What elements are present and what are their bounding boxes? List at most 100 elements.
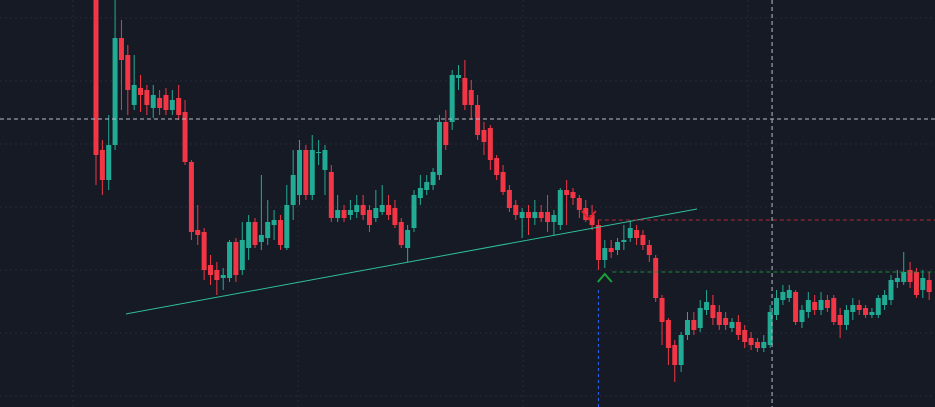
candle-body (430, 172, 436, 185)
candle-body (125, 55, 131, 90)
candle-body (672, 345, 678, 365)
candle-body (373, 208, 379, 218)
candle-body (347, 210, 353, 215)
candle-body (888, 280, 894, 300)
candle-body (456, 75, 462, 78)
candle-body (799, 310, 805, 322)
candle-body (920, 278, 926, 290)
candle-body (843, 310, 849, 325)
candle-body (710, 305, 716, 318)
candle-body (735, 322, 741, 335)
candle-body (424, 182, 430, 190)
candle-body (144, 90, 150, 105)
candle-body (678, 335, 684, 365)
candle-body (176, 98, 182, 115)
candle-body (360, 205, 366, 215)
candle-body (545, 212, 551, 222)
candle-body (665, 320, 671, 348)
signal-marker (581, 210, 597, 221)
candle-body (653, 258, 659, 298)
candle-body (602, 248, 608, 260)
candle-body (500, 172, 506, 192)
candle-body (449, 75, 455, 122)
candle-body (525, 212, 531, 218)
candle-body (341, 210, 347, 218)
candle-body (163, 95, 169, 110)
candle-body (615, 242, 621, 250)
candle-body (227, 242, 233, 278)
candle-body (576, 198, 582, 210)
candle-body (634, 230, 640, 238)
candle-body (316, 152, 322, 153)
candle-body (627, 228, 633, 238)
candle-body (684, 320, 690, 335)
candle-body (538, 212, 544, 218)
candle-body (462, 78, 468, 105)
candle-body (621, 240, 627, 242)
candle-body (271, 220, 277, 225)
candle-body (252, 222, 258, 245)
candle-body (729, 322, 735, 328)
candle-body (201, 232, 207, 270)
candle-body (837, 315, 843, 325)
candle-body (818, 300, 824, 310)
candle-body (761, 342, 767, 348)
candle-body (863, 308, 869, 315)
candle-body (894, 278, 900, 282)
candle-body (487, 128, 493, 160)
candle-body (379, 205, 385, 212)
candle-body (354, 205, 360, 212)
candle-body (220, 275, 226, 278)
candle-body (869, 312, 875, 315)
candle-body (875, 298, 881, 315)
candle-body (436, 122, 442, 175)
candle-body (417, 188, 423, 198)
candle-body (570, 192, 576, 198)
candle-body (157, 98, 163, 108)
candle-body (328, 172, 334, 218)
candle-body (716, 312, 722, 325)
candle-body (112, 38, 118, 145)
candle-body (258, 235, 264, 242)
candle-body (691, 320, 697, 330)
candle-body (169, 100, 175, 110)
candle-body (640, 235, 646, 245)
candle-body (901, 272, 907, 282)
candle-body (118, 38, 124, 60)
candle-body (506, 190, 512, 208)
candle-body (557, 190, 563, 225)
candle-body (207, 265, 213, 275)
candle-body (646, 245, 652, 255)
candle-body (595, 225, 601, 260)
candle-body (195, 230, 201, 235)
candle-body (564, 190, 570, 195)
candle-body (481, 130, 487, 142)
candle-body (214, 270, 220, 280)
candle-body (322, 150, 328, 170)
candle-body (392, 208, 398, 225)
candle-body (907, 270, 913, 282)
candle-body (106, 145, 112, 180)
candle-body (265, 222, 271, 238)
candle-body (532, 212, 538, 218)
candle-body (589, 215, 595, 225)
candle-body (704, 302, 710, 310)
candle-body (277, 220, 283, 245)
candle-body (366, 210, 372, 225)
candle-body (475, 105, 481, 135)
candle-body (150, 95, 156, 108)
candle-body (246, 222, 252, 248)
candle-body (786, 290, 792, 298)
candle-body (303, 150, 309, 195)
candle-body (239, 240, 245, 270)
candle-body (793, 292, 799, 322)
candle-body (926, 280, 932, 292)
candle-body (767, 312, 773, 345)
candle-body (856, 305, 862, 310)
candle-body (882, 295, 888, 305)
candle-body (812, 302, 818, 310)
candle-body (443, 122, 449, 145)
candle-body (290, 175, 296, 205)
